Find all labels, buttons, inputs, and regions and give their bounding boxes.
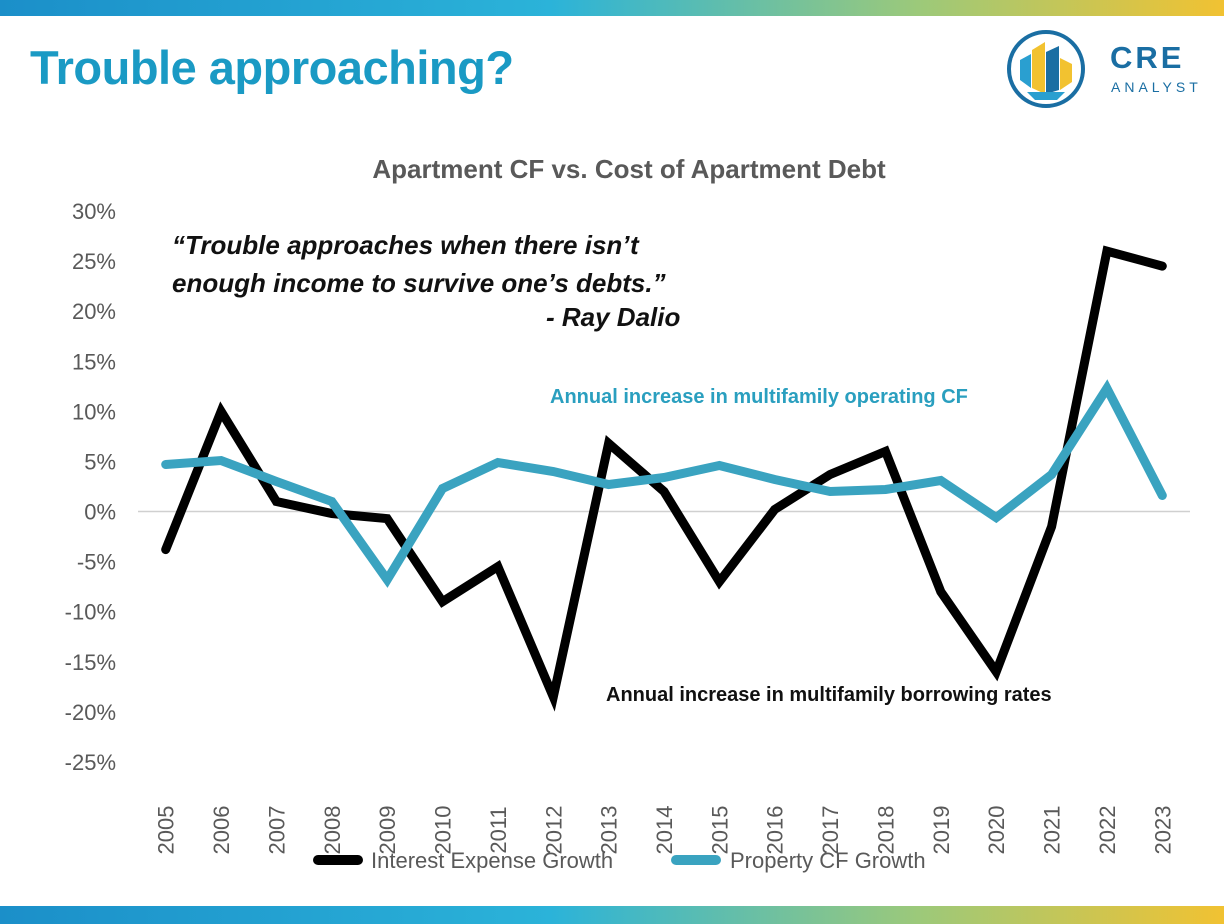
x-tick-label: 2014	[652, 806, 677, 855]
x-tick-label: 2020	[984, 806, 1009, 855]
x-tick-label: 2017	[818, 806, 843, 855]
x-tick-label: 2013	[597, 806, 622, 855]
y-tick-label: -25%	[65, 750, 116, 775]
cre-analyst-logo	[1007, 30, 1085, 108]
x-tick-label: 2023	[1150, 806, 1175, 855]
x-tick-label: 2007	[264, 806, 289, 855]
x-tick-label: 2018	[873, 806, 898, 855]
dalio-quote: “Trouble approaches when there isn’t eno…	[172, 226, 772, 302]
x-tick-label: 2015	[707, 806, 732, 855]
x-tick-label: 2009	[375, 806, 400, 855]
y-tick-label: -5%	[77, 550, 116, 575]
series-line-property-cf	[161, 379, 1167, 588]
x-tick-label: 2011	[486, 806, 511, 853]
quote-author: - Ray Dalio	[546, 302, 681, 332]
y-tick-label: -10%	[65, 600, 116, 625]
y-tick-label: 5%	[84, 449, 116, 474]
legend-label: Interest Expense Growth	[371, 848, 613, 873]
x-tick-label: 2006	[209, 806, 234, 855]
x-tick-label: 2021	[1040, 806, 1065, 855]
y-tick-label: 25%	[72, 249, 116, 274]
top-accent-band	[0, 0, 1224, 16]
quote-line-2: enough income to survive one’s debts.”	[172, 268, 666, 298]
quote-line-1: “Trouble approaches when there isn’t	[172, 230, 639, 260]
x-tick-label: 2022	[1095, 806, 1120, 855]
x-tick-label: 2016	[763, 806, 788, 855]
annotation-borrowing-rates: Annual increase in multifamily borrowing…	[606, 684, 1052, 706]
y-tick-label: 20%	[72, 299, 116, 324]
y-tick-label: 10%	[72, 399, 116, 424]
x-tick-label: 2019	[929, 806, 954, 855]
y-tick-label: -20%	[65, 700, 116, 725]
legend-label: Property CF Growth	[730, 848, 926, 873]
bottom-accent-band	[0, 906, 1224, 924]
y-tick-label: 15%	[72, 349, 116, 374]
annotation-operating-cf: Annual increase in multifamily operating…	[550, 386, 968, 408]
x-tick-label: 2012	[541, 806, 566, 855]
y-tick-label: -15%	[65, 650, 116, 675]
logo-wordmark-secondary: ANALYST	[1111, 79, 1202, 95]
y-tick-label: 0%	[84, 500, 116, 525]
y-tick-label: 30%	[72, 199, 116, 224]
x-tick-label: 2005	[154, 806, 179, 855]
logo-wordmark-primary: CRE	[1110, 40, 1185, 75]
chart-title: Apartment CF vs. Cost of Apartment Debt	[372, 154, 886, 184]
slide-title: Trouble approaching?	[30, 41, 514, 94]
x-tick-label: 2008	[320, 806, 345, 855]
x-tick-label: 2010	[431, 806, 456, 855]
